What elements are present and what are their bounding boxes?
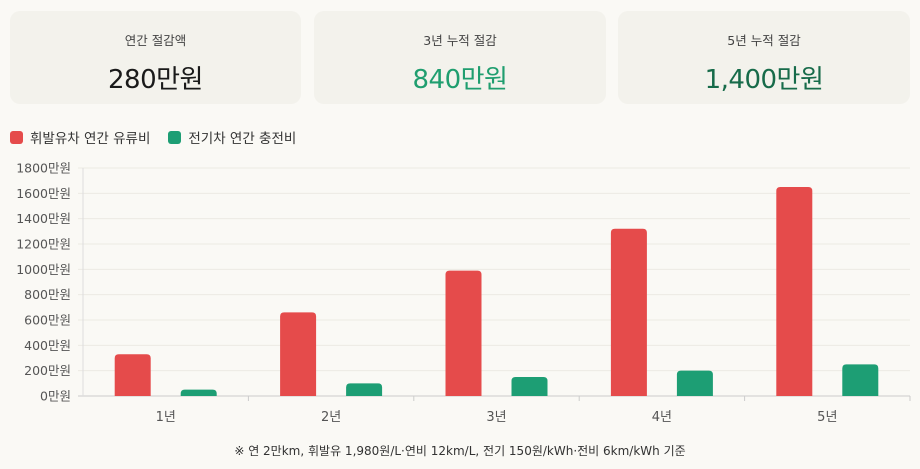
y-tick-label: 0만원: [40, 389, 71, 404]
y-tick-label: 200만원: [24, 363, 71, 378]
x-tick-label: 4년: [652, 410, 672, 425]
y-tick-label: 400만원: [24, 338, 71, 353]
bar: [842, 364, 879, 396]
bar: [511, 377, 548, 396]
card-label: 연간 절감액: [124, 33, 187, 48]
y-tick-label: 600만원: [24, 313, 71, 328]
bar: [676, 370, 713, 396]
bar-chart: 0만원 200만원 400만원 600만원 800만원 1000만원 1200만원 1400만…: [16, 161, 911, 425]
card-value: 840만원: [412, 65, 508, 95]
bar: [280, 312, 317, 396]
card-value: 280만원: [108, 65, 203, 95]
assumption-note: ※ 연 2만km, 휘발유 1,980원/L·연비 12km/L, 전기 150…: [234, 444, 686, 458]
y-tick-label: 1000만원: [16, 262, 71, 277]
legend-item-gasoline[interactable]: 휘발유차 연간 유류비: [10, 127, 150, 147]
legend-item-ev[interactable]: 전기차 연간 충전비: [168, 127, 296, 147]
bar: [114, 354, 151, 396]
x-tick-label: 1년: [156, 410, 176, 425]
bar: [180, 389, 217, 396]
y-tick-label: 800만원: [24, 287, 71, 302]
card-label: 3년 누적 절감: [423, 33, 497, 48]
chart-legend: 휘발유차 연간 유류비 전기차 연간 충전비: [10, 127, 296, 147]
legend-swatch: [10, 130, 23, 144]
card-value: 1,400만원: [704, 65, 824, 95]
legend-swatch: [168, 130, 182, 144]
y-tick-label: 1200만원: [16, 237, 71, 252]
legend-label: 전기차 연간 충전비: [188, 131, 297, 147]
x-tick-label: 2년: [321, 410, 341, 425]
five-year-savings-card: 5년 누적 절감 1,400만원: [618, 11, 910, 104]
bar: [445, 270, 482, 396]
y-tick-label: 1600만원: [16, 186, 71, 201]
annual-savings-card: 연간 절감액 280만원: [10, 11, 301, 104]
bar: [610, 228, 647, 396]
y-tick-label: 1800만원: [16, 161, 71, 176]
legend-label: 휘발유차 연간 유류비: [30, 131, 151, 147]
card-label: 5년 누적 절감: [727, 33, 801, 48]
x-tick-label: 5년: [817, 410, 837, 425]
x-tick-label: 3년: [486, 410, 506, 425]
y-tick-label: 1400만원: [16, 211, 71, 226]
bar: [346, 383, 383, 396]
three-year-savings-card: 3년 누적 절감 840만원: [314, 11, 606, 104]
bar: [776, 187, 813, 396]
